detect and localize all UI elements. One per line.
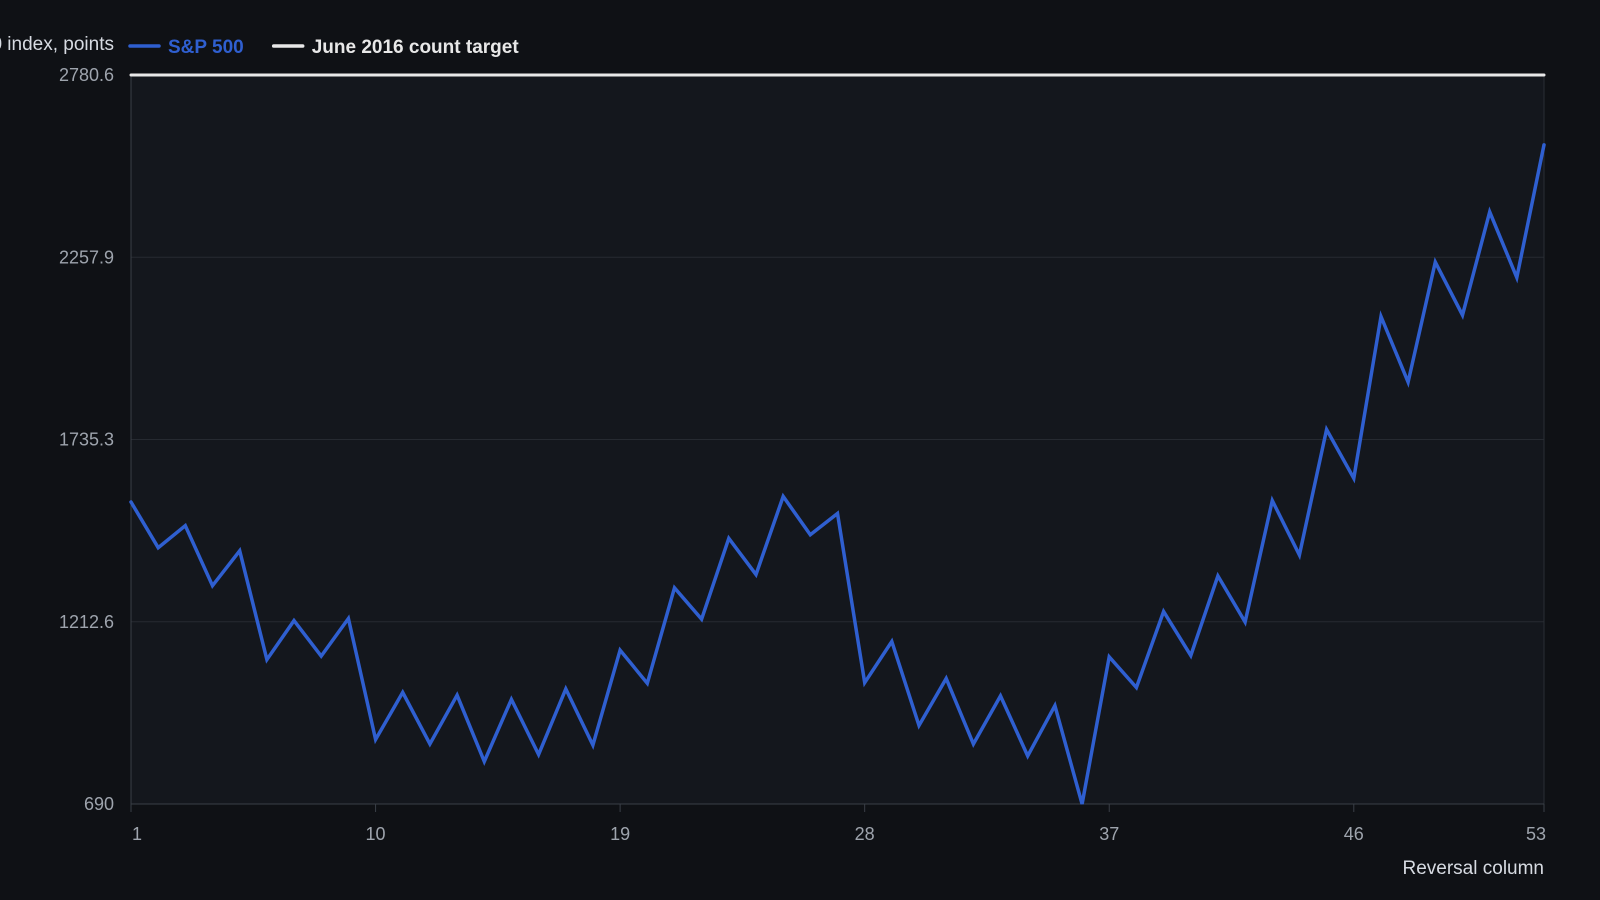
y-axis-title: S&P 500 index, points — [0, 34, 114, 55]
x-axis-title: Reversal column — [1403, 858, 1545, 879]
y-tick-label: 1212.6 — [59, 612, 114, 632]
x-tick-label: 19 — [610, 824, 630, 844]
x-tick-label: 10 — [366, 824, 386, 844]
y-tick-label: 2257.9 — [59, 247, 114, 267]
x-tick-label: 1 — [132, 824, 142, 844]
y-tick-label: 1735.3 — [59, 430, 114, 450]
series-lines — [129, 73, 1546, 805]
x-tick-label: 46 — [1344, 824, 1364, 844]
y-tick-label: 2780.6 — [59, 65, 114, 85]
legend-item-label: June 2016 count target — [312, 37, 520, 58]
series-line-sp500 — [129, 143, 1546, 805]
legend-item-label: S&P 500 — [168, 37, 244, 58]
legend: S&P 500 index, points S&P 500 June 2016 c… — [0, 34, 519, 58]
y-tick-label: 690 — [84, 794, 114, 814]
x-tick-label: 53 — [1526, 824, 1546, 844]
axes: 690 1212.6 1735.3 2257.9 2780.6 1 10 19 28 37 46 53 — [59, 65, 1546, 844]
x-tick-label: 37 — [1099, 824, 1119, 844]
x-tick-label: 28 — [855, 824, 875, 844]
